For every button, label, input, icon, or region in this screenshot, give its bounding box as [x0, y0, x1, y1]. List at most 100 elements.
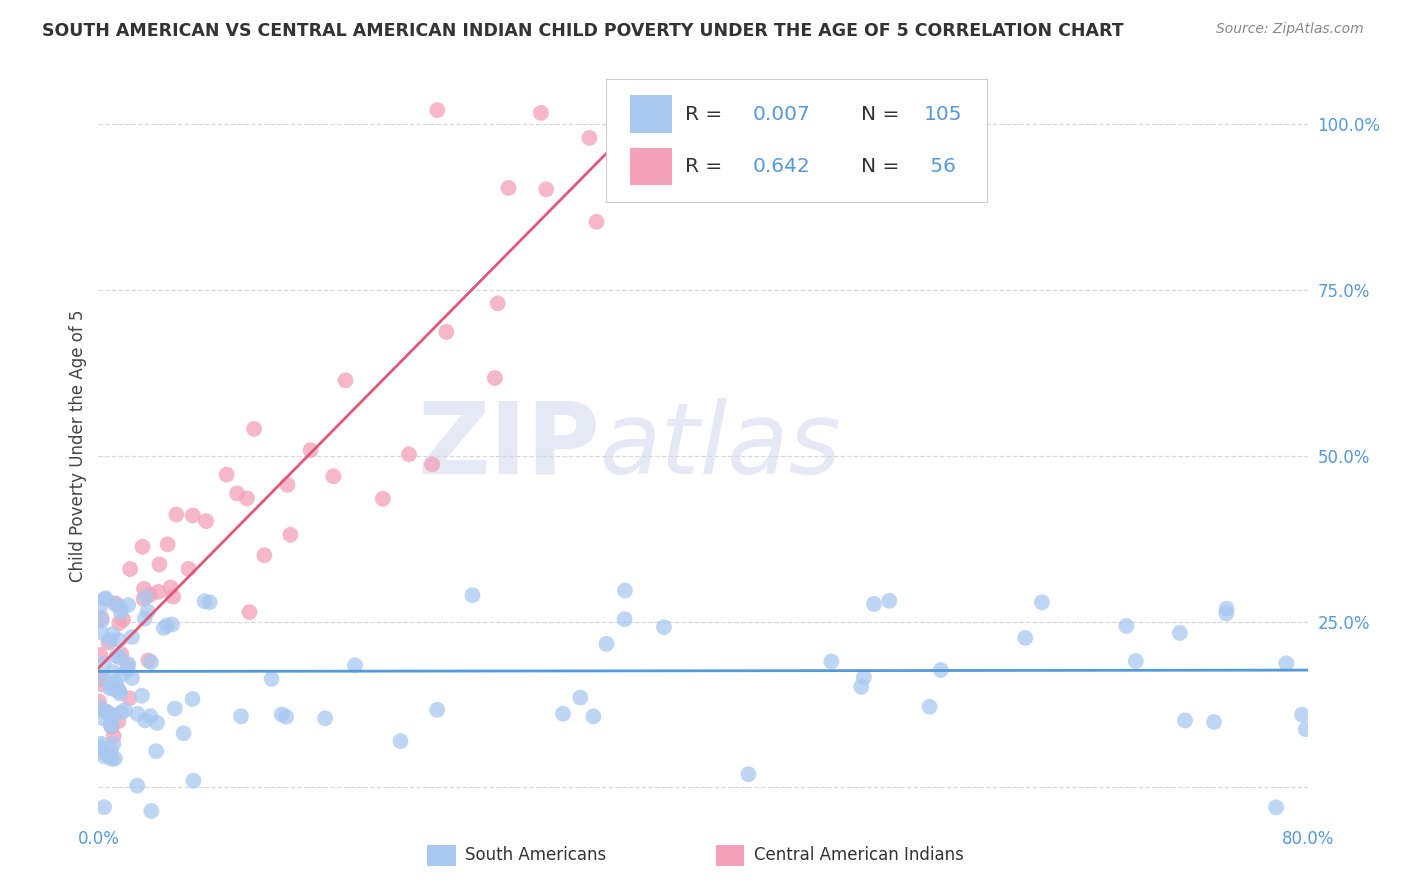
Point: [276, 478, 298, 492]
Point: [434, 325, 457, 339]
Point: [98, 632, 121, 647]
Text: 105: 105: [924, 104, 963, 124]
Point: [136, 605, 159, 619]
Point: [498, 181, 520, 195]
Point: [141, 804, 163, 818]
Point: [89, 670, 111, 684]
Point: [243, 422, 266, 436]
Point: [322, 469, 344, 483]
Point: [93, 672, 115, 686]
Point: [100, 717, 122, 731]
Point: [426, 703, 449, 717]
Point: [335, 373, 357, 387]
Point: [104, 676, 127, 690]
Point: [1168, 626, 1191, 640]
Point: [96, 706, 118, 720]
Point: [101, 681, 124, 695]
Point: [148, 584, 170, 599]
Point: [148, 558, 170, 572]
Point: [108, 633, 131, 648]
Point: [426, 103, 449, 118]
Point: [270, 707, 292, 722]
Point: [131, 540, 153, 554]
Point: [121, 630, 143, 644]
Point: [132, 582, 155, 596]
Point: [114, 703, 136, 717]
Point: [104, 597, 127, 611]
Point: [198, 595, 221, 609]
Point: [93, 657, 115, 671]
Point: [101, 627, 124, 641]
Point: [94, 591, 117, 606]
Point: [139, 655, 162, 669]
Point: [195, 514, 218, 528]
Point: [118, 691, 141, 706]
Point: [107, 714, 129, 729]
Text: Central American Indians: Central American Indians: [754, 847, 963, 864]
Point: [1275, 657, 1298, 671]
Point: [145, 744, 167, 758]
Point: [103, 681, 125, 696]
Point: [104, 751, 127, 765]
Point: [93, 749, 115, 764]
Point: [1265, 800, 1288, 814]
Point: [534, 182, 557, 196]
FancyBboxPatch shape: [606, 78, 987, 202]
Text: N =: N =: [862, 104, 905, 124]
Point: [89, 648, 111, 662]
Point: [98, 681, 121, 695]
Y-axis label: Child Poverty Under the Age of 5: Child Poverty Under the Age of 5: [69, 310, 87, 582]
Point: [110, 668, 132, 682]
Point: [139, 588, 162, 602]
Point: [852, 670, 875, 684]
Point: [226, 486, 249, 500]
Point: [578, 131, 600, 145]
Text: N =: N =: [862, 157, 905, 176]
Point: [420, 458, 443, 472]
Point: [280, 527, 302, 541]
Point: [371, 491, 394, 506]
Point: [90, 677, 112, 691]
Point: [104, 596, 127, 610]
Point: [177, 562, 200, 576]
Point: [98, 749, 121, 764]
Point: [90, 737, 112, 751]
Point: [253, 549, 276, 563]
Point: [93, 800, 115, 814]
Point: [110, 706, 132, 720]
Text: R =: R =: [685, 104, 728, 124]
Point: [820, 655, 842, 669]
Point: [90, 611, 112, 625]
Point: [103, 729, 125, 743]
Point: [229, 709, 252, 723]
Point: [108, 686, 131, 700]
Point: [569, 690, 592, 705]
Point: [299, 443, 322, 458]
Point: [117, 658, 139, 673]
Point: [215, 467, 238, 482]
Text: South Americans: South Americans: [465, 847, 606, 864]
Point: [108, 650, 131, 665]
Point: [314, 711, 336, 725]
Point: [89, 740, 111, 755]
Point: [530, 106, 553, 120]
Point: [89, 599, 111, 614]
Point: [551, 706, 574, 721]
Point: [1115, 619, 1137, 633]
Point: [127, 706, 149, 721]
Point: [582, 709, 605, 723]
Point: [100, 752, 122, 766]
Point: [117, 598, 139, 612]
Point: [160, 617, 183, 632]
Point: [863, 597, 886, 611]
Point: [238, 605, 260, 619]
Point: [135, 591, 157, 605]
Point: [1125, 654, 1147, 668]
Text: 0.642: 0.642: [752, 157, 810, 176]
FancyBboxPatch shape: [716, 845, 744, 866]
Point: [1174, 714, 1197, 728]
Point: [146, 715, 169, 730]
Point: [1215, 601, 1237, 615]
Point: [87, 695, 110, 709]
Point: [173, 726, 195, 740]
